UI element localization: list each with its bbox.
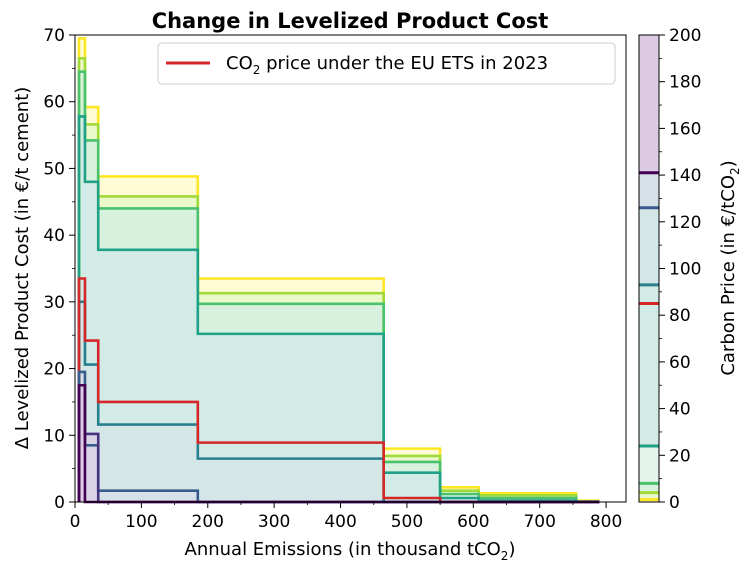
colorbar-band-7	[639, 35, 659, 173]
legend-box	[157, 42, 616, 85]
y-tick-label: 40	[43, 226, 65, 246]
y-axis: 0 10 20 30 40 50 60 70	[43, 26, 75, 513]
colorbar-band-3	[639, 445, 659, 484]
colorbar-band-6	[639, 172, 659, 208]
colorbar-tick-label: 20	[669, 446, 691, 466]
y-tick-label: 20	[43, 360, 65, 380]
x-tick-label: 700	[523, 512, 555, 532]
colorbar-label: Carbon Price (in €/tCO2)	[718, 160, 739, 375]
colorbar-band-2	[639, 483, 659, 493]
x-tick-label: 0	[70, 512, 81, 532]
x-tick-label: 800	[590, 512, 622, 532]
y-tick-label: 50	[43, 159, 65, 179]
colorbar-ticks: 0 20 40 60 80 100 120 140 160 180 200	[659, 26, 701, 513]
colorbar-band-1	[639, 492, 659, 500]
colorbar-tick-label: 160	[669, 119, 701, 139]
colorbar-tick-label: 180	[669, 73, 701, 93]
colorbar-lines	[639, 171, 659, 502]
colorbar-tick-label: 60	[669, 353, 691, 373]
plot-fills	[78, 38, 600, 503]
colorbar-tick-label: 200	[669, 26, 701, 46]
colorbar-tick-label: 100	[669, 260, 701, 280]
colorbar-tick-label: 140	[669, 166, 701, 186]
y-tick-label: 0	[54, 493, 65, 513]
legend: CO2 price under the EU ETS in 2023	[157, 42, 616, 85]
colorbar: 0 20 40 60 80 100 120 140 160 180 200	[638, 26, 701, 513]
y-tick-label: 70	[43, 26, 65, 46]
x-axis: 0 100 200 300 400 500 600 700 800	[70, 502, 622, 532]
y-tick-label: 10	[43, 426, 65, 446]
colorbar-band-5	[639, 207, 659, 285]
series-line-3	[77, 115, 600, 504]
y-tick-label: 30	[43, 293, 65, 313]
colorbar-tick-label: 40	[669, 400, 691, 420]
colorbar-tick-label: 0	[669, 493, 680, 513]
y-tick-label: 60	[43, 93, 65, 113]
x-axis-label: Annual Emissions (in thousand tCO2)	[185, 539, 516, 563]
series-area-4	[78, 301, 600, 502]
colorbar-tick-label: 120	[669, 213, 701, 233]
y-axis-label: Δ Levelized Product Cost (in €/t cement)	[12, 87, 33, 450]
x-tick-label: 600	[457, 512, 489, 532]
colorbar-tick-label: 80	[669, 306, 691, 326]
legend-label: CO2 price under the EU ETS in 2023	[226, 53, 548, 77]
colorbar-band-4	[639, 284, 659, 446]
colorbar-bands	[639, 35, 659, 502]
chart-title: Change in Levelized Product Cost	[152, 9, 549, 33]
series-area-3	[78, 116, 600, 503]
x-tick-label: 300	[258, 512, 290, 532]
x-tick-label: 500	[391, 512, 423, 532]
x-tick-label: 400	[324, 512, 356, 532]
x-tick-label: 100	[125, 512, 157, 532]
x-tick-label: 200	[192, 512, 224, 532]
